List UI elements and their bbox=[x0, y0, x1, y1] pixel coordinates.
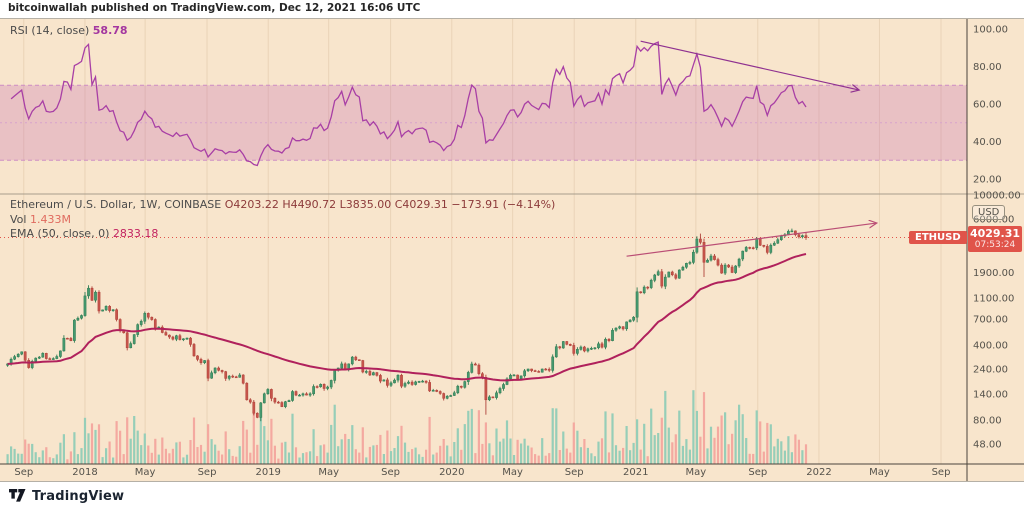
ohlc-values: O4203.22 H4490.72 L3835.00 C4029.31 −173… bbox=[224, 198, 556, 211]
svg-text:May: May bbox=[686, 467, 707, 478]
tradingview-brand-text: TradingView bbox=[32, 489, 125, 504]
svg-text:Sep: Sep bbox=[14, 467, 33, 478]
svg-text:80.00: 80.00 bbox=[973, 62, 1002, 73]
svg-text:100.00: 100.00 bbox=[973, 25, 1008, 36]
svg-text:1100.00: 1100.00 bbox=[973, 294, 1014, 305]
svg-text:May: May bbox=[135, 467, 156, 478]
svg-text:2019: 2019 bbox=[255, 467, 280, 478]
svg-text:400.00: 400.00 bbox=[973, 341, 1008, 352]
chart-container[interactable]: Sep 2018 May Sep 2019 May Sep 2020 May Sep 2021 May… bbox=[0, 18, 1024, 482]
ema-line bbox=[7, 253, 807, 382]
svg-text:700.00: 700.00 bbox=[973, 315, 1008, 326]
volume-series bbox=[6, 390, 808, 464]
rsi-legend: RSI (14, close) 58.78 bbox=[10, 24, 128, 37]
rsi-line bbox=[10, 41, 807, 167]
svg-text:140.00: 140.00 bbox=[973, 390, 1008, 401]
ema-label: EMA (50, close, 0) bbox=[10, 227, 110, 240]
bar-countdown: 07:53:24 bbox=[974, 239, 1016, 250]
rsi-axis-labels: 100.00 80.00 60.00 40.00 20.00 bbox=[973, 25, 1008, 186]
svg-text:2020: 2020 bbox=[439, 467, 464, 478]
svg-text:May: May bbox=[502, 467, 523, 478]
time-axis[interactable] bbox=[0, 464, 967, 481]
svg-text:Sep: Sep bbox=[932, 467, 951, 478]
ema-value: 2833.18 bbox=[112, 227, 159, 240]
svg-text:240.00: 240.00 bbox=[973, 365, 1008, 376]
svg-text:10000.00: 10000.00 bbox=[973, 191, 1021, 202]
price-trendline-drawing[interactable] bbox=[626, 223, 877, 257]
time-axis-labels: Sep 2018 May Sep 2019 May Sep 2020 May Sep 2021 May… bbox=[14, 467, 950, 478]
rsi-legend-value: 58.78 bbox=[92, 24, 128, 37]
attribution-text: bitcoinwallah published on TradingView.c… bbox=[0, 0, 1024, 18]
symbol-price-label: ETHUSD bbox=[909, 230, 967, 244]
svg-text:6000.00: 6000.00 bbox=[973, 215, 1014, 226]
svg-text:1900.00: 1900.00 bbox=[973, 268, 1014, 279]
last-price-badge: 4029.31 07:53:24 bbox=[968, 225, 1022, 252]
svg-text:Sep: Sep bbox=[381, 467, 400, 478]
svg-text:2018: 2018 bbox=[72, 467, 97, 478]
svg-text:May: May bbox=[869, 467, 890, 478]
svg-text:2022: 2022 bbox=[806, 467, 831, 478]
footer-bar: TradingView bbox=[0, 482, 1024, 509]
volume-value: 1.433M bbox=[29, 212, 71, 226]
svg-text:Sep: Sep bbox=[748, 467, 767, 478]
svg-text:Sep: Sep bbox=[565, 467, 584, 478]
svg-text:60.00: 60.00 bbox=[973, 100, 1002, 111]
rsi-legend-label: RSI (14, close) bbox=[10, 24, 90, 37]
rsi-trendline-drawing[interactable] bbox=[640, 40, 859, 90]
tradingview-logo-icon bbox=[9, 489, 26, 502]
svg-text:48.00: 48.00 bbox=[973, 440, 1002, 451]
price-axis[interactable] bbox=[967, 19, 1024, 464]
price-axis-labels: 10000.00 6000.00 1900.00 1100.00 700.00 400.0… bbox=[973, 191, 1021, 451]
svg-text:2021: 2021 bbox=[623, 467, 648, 478]
symbol-title: Ethereum / U.S. Dollar, 1W, COINBASE bbox=[10, 198, 222, 211]
svg-text:May: May bbox=[318, 467, 339, 478]
axis-unit-badge: USD bbox=[972, 205, 1006, 220]
svg-text:20.00: 20.00 bbox=[973, 175, 1002, 186]
volume-label: Vol bbox=[10, 212, 27, 226]
svg-text:80.00: 80.00 bbox=[973, 416, 1002, 427]
chart-canvas[interactable]: Sep 2018 May Sep 2019 May Sep 2020 May Sep 2021 May… bbox=[0, 19, 1024, 481]
symbol-legend: Ethereum / U.S. Dollar, 1W, COINBASE O42… bbox=[10, 198, 555, 242]
last-price-value: 4029.31 bbox=[969, 226, 1021, 240]
candlestick-series bbox=[6, 228, 808, 422]
svg-text:Sep: Sep bbox=[198, 467, 217, 478]
svg-text:40.00: 40.00 bbox=[973, 137, 1002, 148]
